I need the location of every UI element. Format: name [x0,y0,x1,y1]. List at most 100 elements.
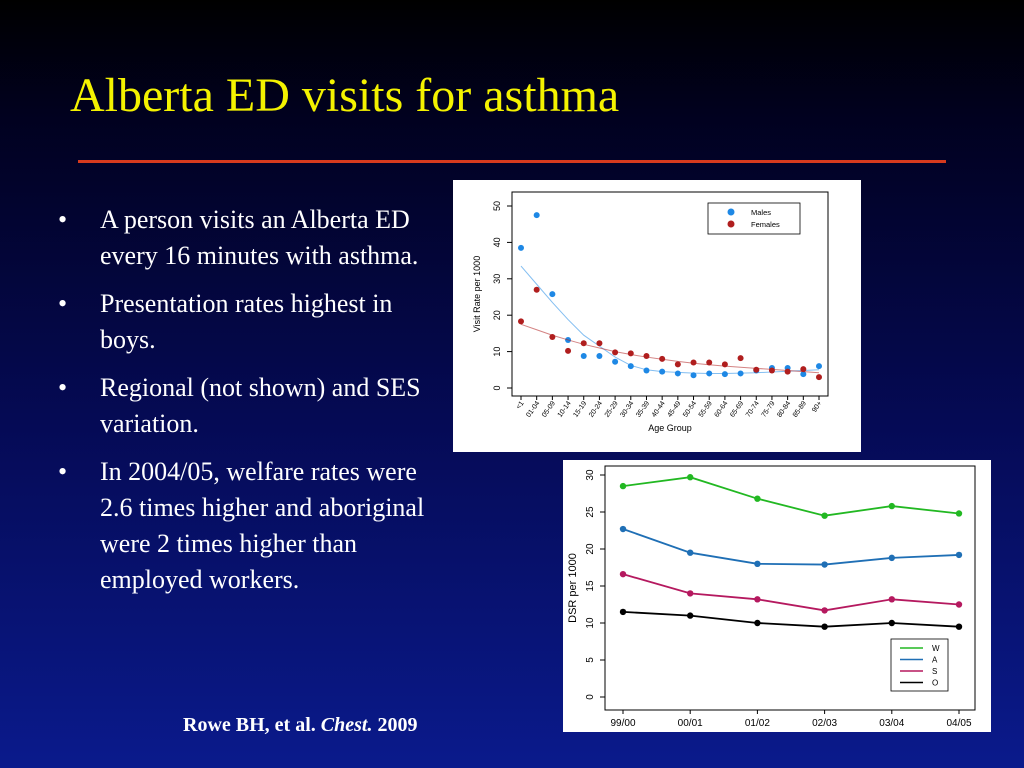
x-tick-label: 65-69 [729,400,745,419]
males-point [816,363,822,370]
x-tick-label: 00/01 [678,718,703,729]
series-s-point [619,570,627,578]
legend-label: O [932,679,938,688]
bullet-marker: • [58,457,68,486]
y-axis-label: Visit Rate per 1000 [472,256,482,332]
chart-legend: Males Females [707,202,801,235]
bullet-item: • In 2004/05, welfare rates were 2.6 tim… [58,454,448,598]
y-tick-label: 50 [492,201,502,211]
dsr-trend-chart-svg: 0 5 10 15 20 25 30 DSR per 1000 99/00 00/01 01/02 0… [567,465,976,729]
x-tick-label: 60-64 [714,400,730,419]
series-w-point [687,474,694,481]
males-point [612,358,619,365]
series-o-line [622,611,960,628]
females-point [816,374,822,381]
series-o-point [754,619,761,627]
y-tick-label: 20 [492,310,502,320]
x-tick-label: 01-04 [525,400,541,419]
bullet-text: A person visits an Alberta ED every 16 m… [100,205,419,270]
males-point [518,244,524,251]
females-point [784,368,791,375]
y-tick-label: 30 [492,274,502,284]
citation-authors: Rowe BH, et al. [183,714,316,736]
y-tick-label: 0 [492,385,502,390]
bullet-text: In 2004/05, welfare rates were 2.6 times… [100,457,425,594]
citation-year: 2009 [377,714,418,736]
plot-frame [604,465,976,711]
bullet-marker: • [58,373,68,402]
males-point [721,371,728,378]
females-point [565,347,572,354]
males-point [674,370,681,377]
series-a-point [821,561,828,568]
females-point [674,361,681,368]
females-point [690,359,697,366]
males-point [580,352,587,359]
females-point [768,367,775,374]
males-point [533,212,540,219]
x-tick-label: 75-79 [761,400,777,419]
age-group-chart: 0 10 20 30 40 50 Visit Rate per 1000 <1 01-04 05-… [453,180,861,452]
citation-journal: Chest. [320,714,373,736]
series-o-point [888,619,895,627]
females-point [612,349,619,356]
series-w-point [754,495,761,502]
x-tick-label: 10-14 [557,400,573,419]
x-tick-label: 02/03 [812,718,837,729]
y-tick-label: 5 [585,657,596,663]
y-tick-label: 10 [492,347,502,357]
series-o-point [619,608,627,616]
females-point [659,355,666,362]
females-point [737,355,744,362]
legend-label: Males [751,208,771,217]
bullet-item: • Regional (not shown) and SES variation… [58,370,448,442]
females-point [533,286,540,293]
x-axis-label: Age Group [648,423,692,433]
y-tick-label: 15 [585,580,596,592]
x-tick-label: 30-34 [619,400,635,419]
females-point [800,366,807,373]
series-s-point [754,596,761,603]
x-tick-label: 25-29 [604,400,620,419]
males-point [627,363,634,370]
y-tick-label: 20 [585,543,596,555]
females-point [596,340,603,347]
males-point [659,368,666,375]
dsr-trend-chart: 0 5 10 15 20 25 30 DSR per 1000 99/00 00/01 01/02 0… [563,460,991,732]
females-point [549,334,556,341]
series-s-point [687,590,694,597]
x-tick-label: 05-09 [541,400,557,419]
males-point [643,367,650,374]
y-tick-label: 0 [585,694,596,700]
bullet-marker: • [58,289,68,318]
x-tick-label: 55-59 [698,400,714,419]
females-point [706,359,713,366]
males-point [549,291,556,298]
x-tick-label: 45-49 [666,400,682,419]
males-point [690,372,697,379]
series-s-point [888,596,895,603]
series-w-line [622,476,960,517]
females-point [627,350,634,357]
bullet-item: • A person visits an Alberta ED every 16… [58,202,448,274]
legend-swatch [727,208,735,216]
legend-swatch [727,220,735,228]
series-s-point [955,601,963,608]
series-s-point [821,607,828,614]
bullet-list: • A person visits an Alberta ED every 16… [58,202,448,610]
x-tick-label: 50-54 [682,400,698,419]
series-w-point [955,510,963,517]
series-a-point [687,549,694,556]
series-a-point [754,560,761,567]
series-a-point [619,525,627,533]
series-a-point [955,551,963,559]
x-tick-label: 85-89 [792,400,808,419]
males-point [706,370,713,377]
y-tick-label: 40 [492,237,502,247]
females-point [643,352,650,359]
legend-label: A [932,656,938,665]
y-tick-label: 10 [585,617,596,629]
series-w-point [821,512,828,519]
series-o-point [955,623,963,630]
